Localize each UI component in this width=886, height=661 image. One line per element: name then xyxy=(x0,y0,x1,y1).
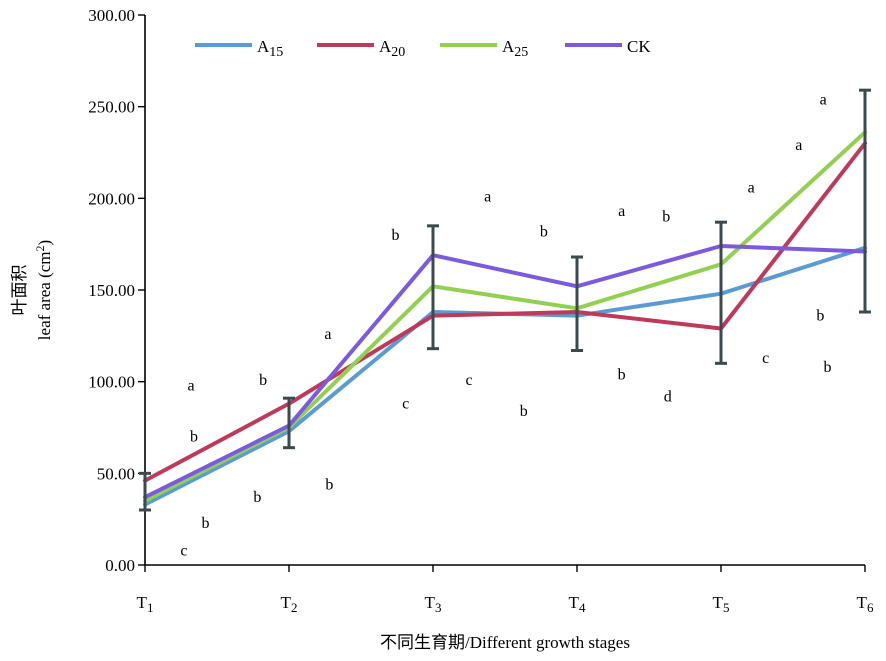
error-bars xyxy=(139,88,871,512)
y-tick-label: 200.00 xyxy=(88,189,135,208)
significance-letter: a xyxy=(795,137,802,154)
significance-letter: b xyxy=(816,308,824,325)
x-axis: T1 T2 T3 T4 T5 T6 xyxy=(137,564,874,615)
legend-label-main: A xyxy=(257,37,270,56)
significance-letter: a xyxy=(820,91,827,108)
x-tick-label-main: T xyxy=(857,593,868,612)
x-tick-label: T1 xyxy=(137,593,154,615)
significance-letter: a xyxy=(188,377,195,394)
legend-label-subscript: 25 xyxy=(514,45,528,60)
x-tick-label-main: T xyxy=(569,593,580,612)
series-line xyxy=(143,244,867,500)
significance-letter: a xyxy=(618,203,625,220)
x-tick-label-subscript: 4 xyxy=(579,600,586,615)
significance-letter: a xyxy=(748,179,755,196)
legend-label: A15 xyxy=(257,37,283,60)
x-tick-label: T5 xyxy=(713,593,730,615)
x-tick-label: T4 xyxy=(569,593,586,615)
x-tick-label-subscript: 3 xyxy=(435,600,442,615)
x-tick-label-subscript: 2 xyxy=(291,600,298,615)
legend-label-subscript: 20 xyxy=(391,45,405,60)
y-axis-label-superscript: 2 xyxy=(33,245,47,251)
y-axis-label-english: leaf area (cm2) xyxy=(33,240,54,340)
significance-letter: b xyxy=(259,372,267,389)
significance-letter: b xyxy=(190,429,198,446)
x-tick-label-main: T xyxy=(281,593,292,612)
legend-label-subscript: 15 xyxy=(269,45,283,60)
y-tick-label: 100.00 xyxy=(88,373,135,392)
y-tick-label: 50.00 xyxy=(97,464,135,483)
significance-letter: b xyxy=(325,476,333,493)
significance-letter: b xyxy=(824,359,832,376)
legend-label-main: A xyxy=(502,37,515,56)
y-tick-label: 150.00 xyxy=(88,281,135,300)
significance-letter: d xyxy=(664,388,672,405)
significance-letter: b xyxy=(540,223,548,240)
legend-label: CK xyxy=(627,37,651,56)
x-tick-label-main: T xyxy=(425,593,436,612)
significance-letter: a xyxy=(324,326,331,343)
legend-label: A25 xyxy=(502,37,528,60)
x-tick-label-subscript: 5 xyxy=(723,600,730,615)
series-lines xyxy=(143,130,867,507)
x-tick-label: T6 xyxy=(857,593,874,615)
x-tick-label: T3 xyxy=(425,593,442,615)
significance-letter: c xyxy=(180,542,187,559)
legend: A15 A20 A25 CK xyxy=(195,37,651,60)
significance-letter: b xyxy=(201,515,209,532)
significance-letter: c xyxy=(762,350,769,367)
significance-letter: a xyxy=(484,189,491,206)
legend-label-main: CK xyxy=(627,37,651,56)
x-tick-label-main: T xyxy=(137,593,148,612)
significance-letter: b xyxy=(662,209,670,226)
x-axis-label: 不同生育期/Different growth stages xyxy=(380,633,630,652)
x-tick-label-main: T xyxy=(713,593,724,612)
significance-letter: b xyxy=(520,403,528,420)
y-axis-label-text: leaf area (cm xyxy=(35,251,54,340)
series-line xyxy=(143,245,867,507)
y-axis-label-close: ) xyxy=(35,240,54,246)
y-tick-label: 250.00 xyxy=(88,98,135,117)
y-axis-label-chinese: 叶面积 xyxy=(10,265,29,316)
y-tick-label: 0.00 xyxy=(105,556,135,575)
significance-letter: c xyxy=(465,372,472,389)
significance-letter: b xyxy=(618,366,626,383)
x-tick-label-subscript: 6 xyxy=(867,600,874,615)
y-axis: 0.00 50.00 100.00 150.00 200.00 250.00 300.00 xyxy=(88,6,146,575)
legend-label: A20 xyxy=(379,37,405,60)
significance-letter: c xyxy=(402,396,409,413)
series-line xyxy=(143,141,867,483)
y-tick-label: 300.00 xyxy=(88,6,135,25)
significance-letter: b xyxy=(253,489,261,506)
x-tick-label-subscript: 1 xyxy=(147,600,154,615)
x-tick-label: T2 xyxy=(281,593,298,615)
legend-label-main: A xyxy=(379,37,392,56)
significance-letter: b xyxy=(392,227,400,244)
